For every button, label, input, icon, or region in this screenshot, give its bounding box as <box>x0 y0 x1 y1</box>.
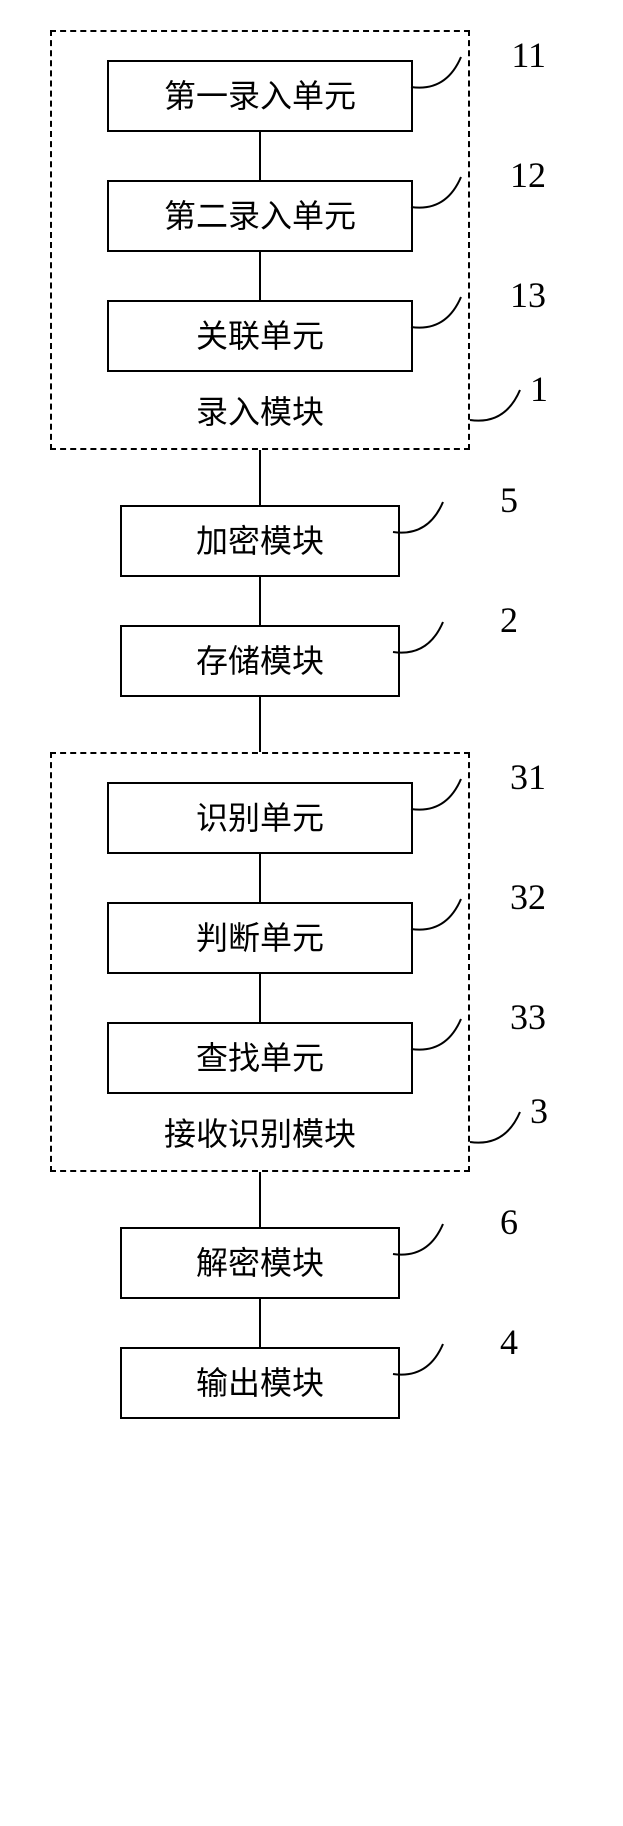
box-label: 2 <box>500 602 518 638</box>
module-label: 3 <box>530 1090 548 1132</box>
output-module-box: 输出模块 4 <box>120 1347 400 1419</box>
flowchart-diagram: 第一录入单元 11 第二录入单元 12 关联单元 13 <box>50 30 550 1419</box>
leader-line <box>393 617 483 687</box>
box-text: 查找单元 <box>196 1040 324 1076</box>
connector <box>259 132 261 180</box>
leader-line <box>411 894 501 964</box>
module-title: 录入模块 <box>107 396 413 428</box>
leader-line <box>411 172 501 242</box>
box-text: 判断单元 <box>196 920 324 956</box>
unit-label: 11 <box>511 37 546 73</box>
first-input-unit-box: 第一录入单元 11 <box>107 60 413 132</box>
leader-line <box>411 1014 501 1084</box>
connector <box>259 854 261 902</box>
box-text: 第二录入单元 <box>164 198 356 234</box>
box-label: 4 <box>500 1324 518 1360</box>
box-label: 5 <box>500 482 518 518</box>
search-unit-box: 查找单元 33 <box>107 1022 413 1094</box>
box-text: 第一录入单元 <box>164 78 356 114</box>
unit-label: 13 <box>510 277 546 313</box>
box-text: 输出模块 <box>196 1365 324 1401</box>
unit-label: 12 <box>510 157 546 193</box>
connector <box>259 450 261 505</box>
connector <box>259 577 261 625</box>
module-title: 接收识别模块 <box>107 1118 413 1150</box>
box-text: 关联单元 <box>196 318 324 354</box>
encrypt-module-box: 加密模块 5 <box>120 505 400 577</box>
connector <box>259 974 261 1022</box>
connector <box>259 697 261 752</box>
unit-label: 32 <box>510 879 546 915</box>
connector <box>259 252 261 300</box>
decrypt-module-box: 解密模块 6 <box>120 1227 400 1299</box>
judgment-unit-box: 判断单元 32 <box>107 902 413 974</box>
leader-line <box>393 497 483 567</box>
box-text: 解密模块 <box>196 1245 324 1281</box>
box-text: 加密模块 <box>196 523 324 559</box>
second-input-unit-box: 第二录入单元 12 <box>107 180 413 252</box>
leader-line <box>411 52 501 122</box>
box-text: 存储模块 <box>196 643 324 679</box>
leader-line <box>393 1339 483 1409</box>
input-module-container: 第一录入单元 11 第二录入单元 12 关联单元 13 <box>50 30 470 450</box>
storage-module-box: 存储模块 2 <box>120 625 400 697</box>
recognition-module-container: 识别单元 31 判断单元 32 查找单元 33 <box>50 752 470 1172</box>
unit-label: 33 <box>510 999 546 1035</box>
leader-line <box>411 292 501 362</box>
module-label: 1 <box>530 368 548 410</box>
leader-line <box>411 774 501 844</box>
connector <box>259 1299 261 1347</box>
recognition-unit-box: 识别单元 31 <box>107 782 413 854</box>
box-text: 识别单元 <box>196 800 324 836</box>
association-unit-box: 关联单元 13 <box>107 300 413 372</box>
connector <box>259 1172 261 1227</box>
leader-line <box>393 1219 483 1289</box>
box-label: 6 <box>500 1204 518 1240</box>
unit-label: 31 <box>510 759 546 795</box>
